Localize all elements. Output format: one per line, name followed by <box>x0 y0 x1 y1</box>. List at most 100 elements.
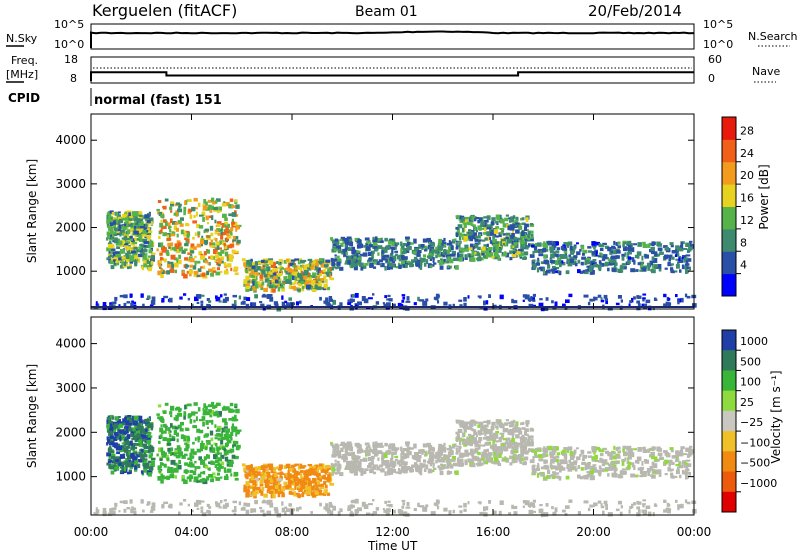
power-cell <box>110 236 115 240</box>
power-cell <box>167 242 171 247</box>
power-cell <box>463 235 468 240</box>
velocity-cell <box>183 437 187 442</box>
velocity-cell <box>178 459 181 465</box>
power-cell <box>528 243 531 247</box>
power-cell <box>119 249 125 252</box>
power-cell <box>316 275 321 280</box>
power-cell <box>646 262 651 268</box>
power-cell <box>385 245 390 249</box>
velocity-cell <box>422 443 428 448</box>
power-cell <box>388 239 392 245</box>
power-cell <box>140 249 143 252</box>
power-cell <box>126 226 129 229</box>
power-cell <box>564 242 569 246</box>
velocity-cell <box>285 476 291 481</box>
velocity-cell <box>230 437 233 441</box>
velocity-cell <box>125 420 129 426</box>
power-cell <box>132 252 138 258</box>
velocity-cell <box>271 475 274 480</box>
power-cell <box>161 250 167 253</box>
power-cell <box>560 261 566 266</box>
velocity-cell <box>663 450 668 454</box>
power-cell <box>247 283 250 287</box>
power-cell <box>565 270 570 275</box>
power-colorbar-label: Power [dB] <box>757 164 771 229</box>
velocity-cell <box>464 449 469 454</box>
velocity-cell <box>528 448 531 452</box>
noise-right-tick-top: 10^5 <box>703 18 733 31</box>
power-cell <box>232 239 237 242</box>
velocity-cell <box>307 482 312 487</box>
velocity-cell <box>524 431 527 436</box>
velocity-cell <box>622 447 627 449</box>
power-cell <box>192 220 197 224</box>
power-cell <box>657 247 663 251</box>
power-cell <box>555 266 560 270</box>
power-cell <box>673 270 678 273</box>
velocity-cell <box>344 449 347 453</box>
power-cell <box>134 218 137 224</box>
velocity-cell <box>473 423 477 426</box>
velocity-cell <box>121 466 125 471</box>
power-cell <box>639 261 645 265</box>
power-cell <box>626 255 630 259</box>
power-cell <box>671 271 675 274</box>
power-cell <box>106 223 109 227</box>
velocity-cell <box>169 430 172 433</box>
velocity-cell <box>502 438 508 441</box>
velocity-cell <box>252 491 257 497</box>
power-cell <box>642 265 647 269</box>
power-cell <box>351 250 357 254</box>
power-cell <box>302 272 305 276</box>
power-cell <box>160 242 164 248</box>
velocity-cell <box>642 470 647 475</box>
power-cell <box>297 266 301 270</box>
velocity-cell <box>277 492 281 498</box>
velocity-cell <box>530 438 534 443</box>
velocity-cell <box>140 433 143 438</box>
power-cell <box>169 225 172 228</box>
power-cell <box>364 237 370 241</box>
power-cell <box>170 254 176 260</box>
velocity-cell <box>129 417 133 423</box>
power-cell <box>532 250 535 255</box>
power-cell <box>231 249 236 254</box>
velocity-cell <box>214 424 217 428</box>
velocity-cell <box>460 438 465 442</box>
power-cell <box>658 267 662 272</box>
power-cell <box>615 255 620 259</box>
velocity-cell <box>368 463 373 466</box>
power-cell <box>318 258 323 263</box>
velocity-cell <box>143 468 148 473</box>
power-colorbar-swatch <box>722 117 736 140</box>
velocity-cell <box>183 435 186 438</box>
velocity-cell <box>422 459 427 463</box>
power-cell <box>406 250 410 253</box>
power-cell <box>654 264 659 268</box>
power-cell <box>138 234 142 239</box>
power-cell <box>205 215 209 221</box>
power-cell <box>495 226 500 229</box>
power-cell <box>130 228 134 233</box>
velocity-cell <box>387 468 390 472</box>
date-title: 20/Feb/2014 <box>588 2 682 20</box>
power-cell <box>220 271 223 274</box>
velocity-cell <box>295 481 298 487</box>
power-cell <box>446 242 450 246</box>
velocity-cell <box>668 462 671 467</box>
velocity-cell <box>329 472 333 477</box>
velocity-cell <box>563 460 568 463</box>
power-cell <box>232 235 236 240</box>
power-cell <box>258 262 261 265</box>
power-cell <box>428 253 432 256</box>
velocity-cell <box>357 462 360 467</box>
velocity-cell <box>413 443 417 449</box>
velocity-cell <box>203 403 207 409</box>
power-colorbar-swatch <box>722 251 736 275</box>
velocity-cell <box>128 469 132 473</box>
power-cell <box>259 301 263 304</box>
velocity-cell <box>403 455 407 459</box>
velocity-cell <box>646 468 651 473</box>
velocity-cell <box>347 443 353 447</box>
power-cell <box>163 258 167 263</box>
